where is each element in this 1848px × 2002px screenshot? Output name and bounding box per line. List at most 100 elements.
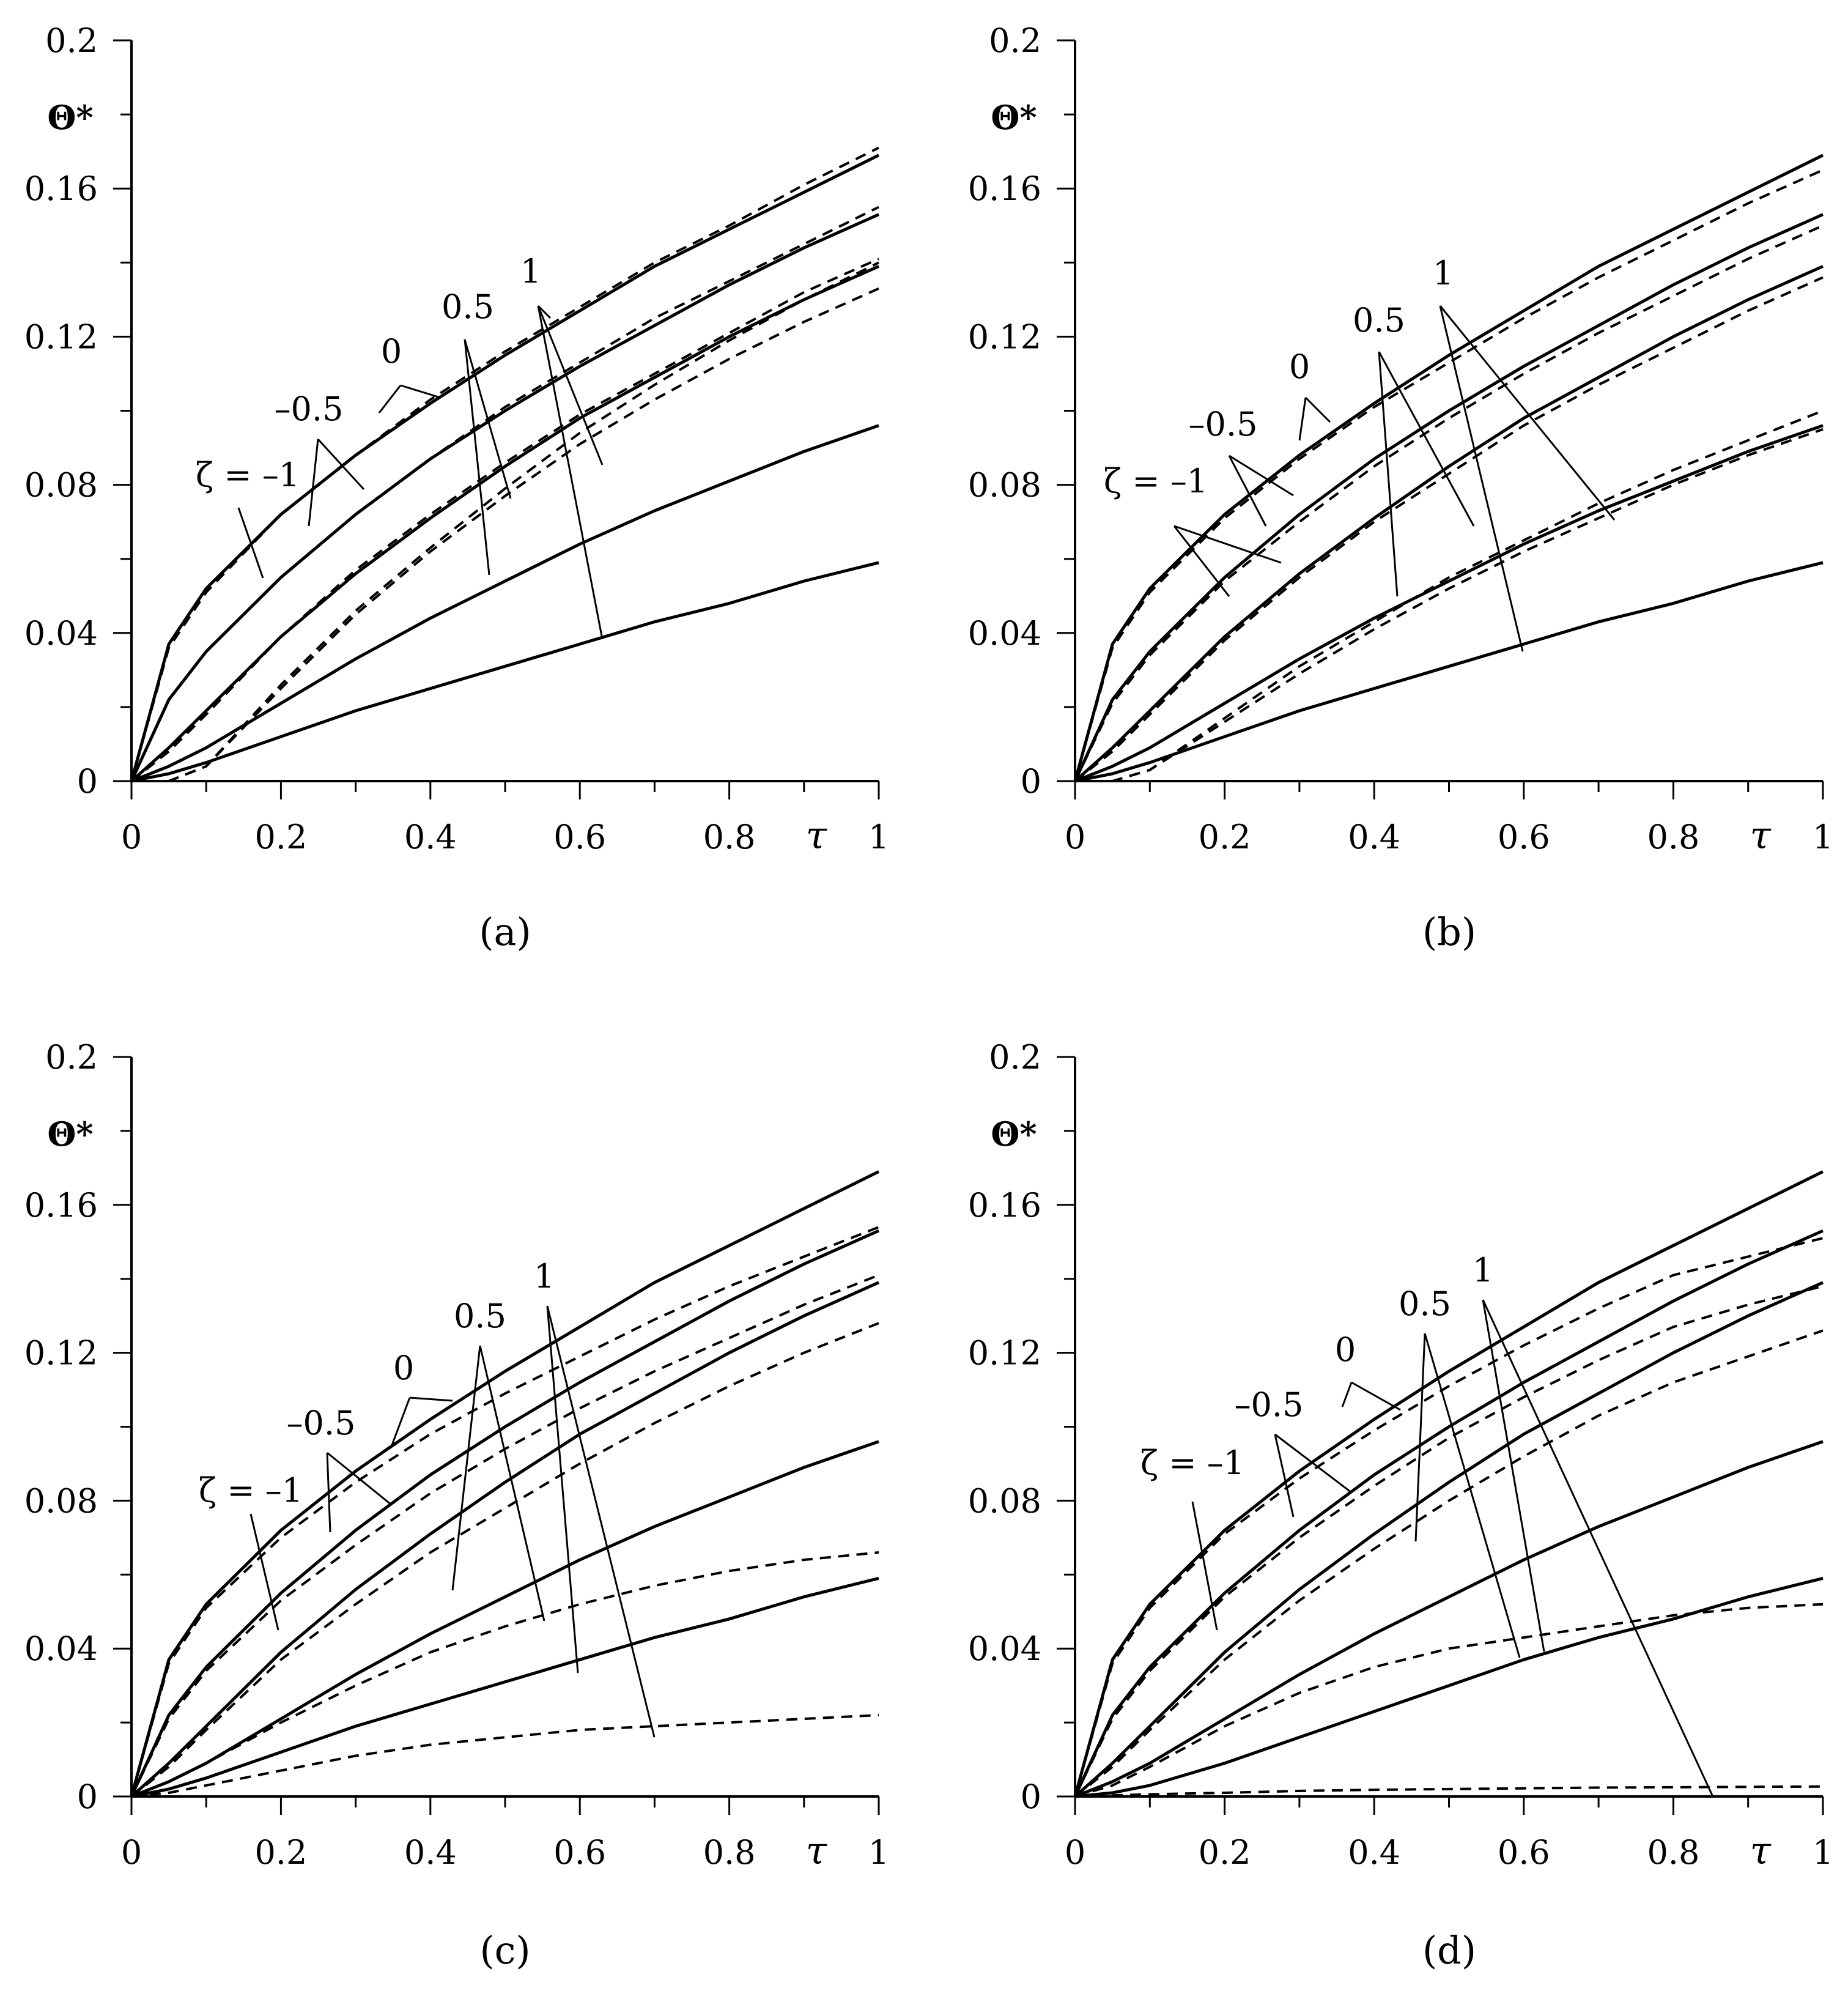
panel-d-series-6	[1074, 1440, 1824, 1798]
panel-c-x-tick-label: 0.6	[553, 1833, 606, 1872]
panel-d-leader-line	[1482, 1299, 1713, 1796]
panel-b-x-tick-label: 1	[1813, 818, 1833, 856]
panel-a-y-tick-label: 0.12	[24, 317, 98, 356]
panel-d-y-tick-label: 0.04	[968, 1629, 1041, 1668]
panel-d-leader-line	[1274, 1434, 1295, 1518]
panel-c-series-3	[130, 1273, 879, 1797]
panel-b-x-tick-label: 0.8	[1647, 818, 1699, 856]
panel-c-x-tick-label: 0.8	[703, 1833, 756, 1872]
panel-b-series-2	[1073, 213, 1824, 782]
panel-d-series-5	[1074, 1329, 1824, 1798]
panel-b-series-9	[1075, 428, 1824, 782]
panel-c-y-tick-label: 0.2	[45, 1038, 98, 1077]
panel-b-leader-line	[1378, 351, 1475, 527]
panel-b-series-0	[1073, 154, 1824, 782]
panel-a-series-1	[130, 146, 879, 782]
panel-d-series-3	[1074, 1285, 1824, 1797]
panel-b-x-tick-label: 0.2	[1199, 818, 1251, 856]
panel-c-curve-label: 1	[534, 1257, 555, 1296]
panel-c-caption: (c)	[479, 1928, 530, 1973]
panel-b-y-tick-label: 0.2	[989, 21, 1041, 60]
panel-c-leader-line	[390, 1397, 411, 1447]
panel-a-y-title: Θ*	[47, 98, 93, 137]
panel-c-x-title: τ	[806, 1828, 828, 1873]
panel-c-y-tick-label: 0.12	[24, 1334, 98, 1373]
panel-c-y-tick-label: 0.08	[24, 1481, 98, 1520]
panel-b-series-1	[1074, 169, 1824, 782]
panel-b-y-title: Θ*	[991, 98, 1037, 137]
panel-a-y-tick-label: 0.16	[24, 169, 98, 208]
panel-b-series-3	[1074, 224, 1824, 782]
panel-b-x-tick-label: 0.6	[1498, 818, 1550, 856]
panel-c-leader-line	[451, 1345, 481, 1591]
panel-b-x-tick-label: 0	[1065, 818, 1085, 856]
panel-d-curve-label: 0	[1335, 1330, 1356, 1369]
panel-d-y-tick-label: 0.16	[968, 1186, 1041, 1225]
panel-a-series-0	[130, 154, 880, 782]
panel-a-x-tick-label: 0.4	[404, 818, 457, 856]
panel-d-series-9	[1074, 1785, 1824, 1798]
panel-a-series-4	[130, 265, 880, 782]
panel-d-leader-line	[1274, 1433, 1352, 1494]
panel-b-y-tick-label: 0.16	[968, 169, 1041, 208]
panel-a-curve-label: –0.5	[275, 390, 344, 428]
panel-d-x-title: τ	[1750, 1828, 1772, 1873]
panel-c-y-tick-label: 0	[77, 1778, 98, 1816]
panel-a-leader-line	[537, 305, 604, 465]
panel-c-series-0	[130, 1170, 880, 1797]
panel-d-series-7	[1074, 1603, 1824, 1798]
panel-c-curve-label: 0	[393, 1349, 414, 1387]
panel-a-leader-line	[464, 339, 512, 499]
panel-c-leader-line	[409, 1396, 453, 1402]
panel-d-y-tick-label: 0.2	[989, 1038, 1041, 1077]
panel-a-y-tick-label: 0.04	[24, 614, 98, 653]
panel-a-y-tick-label: 0	[77, 762, 98, 801]
panel-c-series-5	[130, 1322, 879, 1798]
panel-a-series-3	[130, 206, 879, 782]
panel-a-series-2	[130, 213, 880, 782]
panel-d-series-2	[1073, 1229, 1824, 1798]
panel-a-leader-line	[537, 305, 552, 319]
panel-c-series-9	[131, 1714, 879, 1798]
panel-c-series-4	[130, 1281, 880, 1798]
panel-a-leader-line	[464, 339, 490, 576]
panel-d-curve-label: –0.5	[1235, 1385, 1304, 1424]
panel-c-series-8	[131, 1576, 879, 1798]
panel-b-curve-label: ζ = –1	[1104, 462, 1208, 500]
panel-d-leader-line	[1191, 1501, 1218, 1631]
panel-b-y-tick-label: 0.08	[968, 466, 1041, 505]
panel-c-leader-line	[249, 1513, 279, 1631]
panel-b-leader-line	[1228, 455, 1267, 527]
panel-d-x-tick-label: 0.6	[1498, 1833, 1550, 1872]
panel-a-curve-label: 0.5	[442, 287, 494, 326]
panel-c-y-tick-label: 0.16	[24, 1186, 98, 1225]
panel-c-curve-label: –0.5	[287, 1404, 356, 1442]
panel-c-leader-line	[546, 1305, 579, 1674]
panel-b-leader-line	[1439, 305, 1616, 521]
panel-a-curve-label: 1	[520, 252, 541, 291]
panel-b-leader-line	[1229, 454, 1294, 497]
panel-d-y-tick-label: 0.08	[968, 1481, 1041, 1520]
panel-b-x-title: τ	[1750, 813, 1772, 858]
panel-b-series-5	[1074, 276, 1824, 782]
panel-c-x-tick-label: 0.4	[404, 1833, 457, 1872]
panel-a-x-tick-label: 0.6	[553, 818, 606, 856]
panel-d-leader-line	[1482, 1299, 1545, 1652]
panel-d-y-title: Θ*	[991, 1114, 1037, 1154]
panel-d-curve-label: 0.5	[1399, 1285, 1451, 1323]
panel-a-leader-line	[237, 507, 264, 579]
panel-c-x-tick-label: 0.2	[254, 1833, 307, 1872]
panel-d-y-tick-label: 0.12	[968, 1334, 1041, 1373]
panel-b-curve-label: 1	[1433, 254, 1454, 292]
panel-d-x-tick-label: 1	[1813, 1833, 1833, 1872]
panel-b-leader-line	[1173, 525, 1282, 564]
panel-d-curve-label: ζ = –1	[1140, 1444, 1244, 1482]
panel-d-series-0	[1073, 1170, 1824, 1797]
panel-a-curve-label: 0	[381, 332, 402, 371]
panel-a-leader-line	[378, 385, 402, 413]
panel-a-caption: (a)	[479, 910, 531, 954]
panel-a-y-tick-label: 0.2	[45, 21, 98, 60]
panel-b-y-tick-label: 0.12	[968, 317, 1041, 356]
panel-c-leader-line	[479, 1345, 545, 1622]
